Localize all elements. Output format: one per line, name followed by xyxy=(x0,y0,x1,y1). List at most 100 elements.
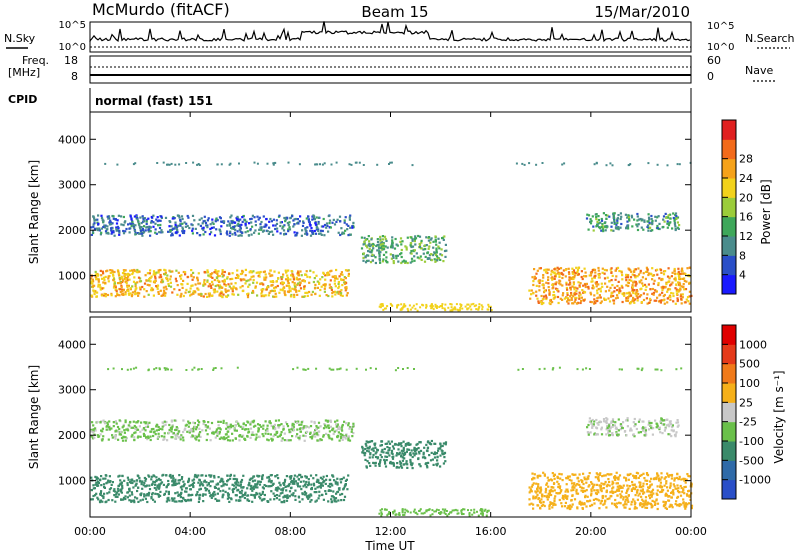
data-cell xyxy=(165,486,168,489)
data-cell xyxy=(673,485,676,488)
data-cell xyxy=(213,476,216,479)
data-cell xyxy=(344,216,347,219)
data-cell xyxy=(220,286,223,289)
data-cell xyxy=(622,484,625,487)
data-cell xyxy=(381,260,384,263)
data-cell xyxy=(397,260,400,263)
data-cell xyxy=(207,217,210,220)
data-cell xyxy=(233,221,236,224)
data-cell xyxy=(606,473,609,476)
data-cell xyxy=(388,447,391,450)
data-cell xyxy=(434,240,437,243)
data-cell xyxy=(416,442,419,446)
data-cell xyxy=(637,267,640,270)
data-cell xyxy=(392,256,395,259)
data-cell xyxy=(640,490,644,493)
data-cell xyxy=(258,483,262,486)
data-cell xyxy=(293,293,296,296)
data-cell xyxy=(133,269,136,272)
data-cell xyxy=(331,429,334,432)
data-cell xyxy=(566,488,569,491)
data-cell xyxy=(643,477,646,480)
data-cell xyxy=(339,220,342,223)
data-cell xyxy=(227,289,230,292)
data-cell xyxy=(665,281,668,284)
data-cell xyxy=(347,424,350,427)
data-cell xyxy=(113,270,116,274)
data-cell xyxy=(186,430,189,433)
data-cell xyxy=(97,283,100,286)
data-cell xyxy=(313,277,316,280)
data-cell xyxy=(312,482,315,485)
data-cell xyxy=(551,287,554,290)
data-cell xyxy=(674,287,677,290)
data-cell xyxy=(182,430,185,434)
data-cell xyxy=(684,507,687,510)
data-cell xyxy=(361,447,364,450)
data-cell xyxy=(635,291,638,294)
data-cell xyxy=(120,481,123,484)
data-cell xyxy=(204,424,207,427)
data-cell xyxy=(618,287,621,290)
data-cell xyxy=(190,284,193,287)
data-cell xyxy=(563,495,566,498)
data-cell xyxy=(223,283,226,286)
data-cell xyxy=(383,460,386,463)
data-cell xyxy=(249,421,252,424)
data-cell xyxy=(676,216,680,219)
data-cell xyxy=(616,296,619,299)
data-cell xyxy=(314,163,317,166)
data-cell xyxy=(528,498,531,501)
data-cell xyxy=(566,507,569,510)
data-cell xyxy=(596,289,599,292)
data-cell xyxy=(185,423,188,426)
data-cell xyxy=(681,296,684,299)
data-cell xyxy=(281,437,284,440)
data-cell xyxy=(408,304,411,307)
data-cell xyxy=(656,296,659,299)
data-cell xyxy=(154,222,157,225)
data-cell xyxy=(144,425,147,428)
data-cell xyxy=(168,499,171,502)
data-cell xyxy=(533,268,536,271)
data-cell xyxy=(558,282,561,285)
data-cell xyxy=(90,476,93,479)
data-cell xyxy=(402,450,405,453)
data-cell xyxy=(658,277,661,280)
data-cell xyxy=(418,257,421,260)
freq-unit-label: [MHz] xyxy=(8,66,40,79)
data-cell xyxy=(543,474,546,477)
data-cell xyxy=(401,260,404,263)
data-cell xyxy=(303,490,306,493)
data-cell xyxy=(305,232,308,235)
data-cell xyxy=(152,225,155,228)
data-cell xyxy=(450,306,453,309)
data-cell xyxy=(130,222,133,225)
data-cell xyxy=(306,291,309,294)
data-cell xyxy=(256,294,259,297)
data-cell xyxy=(219,480,222,483)
data-cell xyxy=(334,290,337,293)
data-cell xyxy=(131,272,134,276)
data-cell xyxy=(167,284,170,287)
data-cell xyxy=(197,435,200,438)
data-cell xyxy=(95,478,98,481)
data-cell xyxy=(633,476,636,479)
data-cell xyxy=(598,473,601,476)
data-cell xyxy=(122,288,125,291)
data-cell xyxy=(370,448,373,451)
data-cell xyxy=(291,281,294,284)
data-cell xyxy=(112,277,115,280)
data-cell xyxy=(208,491,211,494)
data-cell xyxy=(531,478,534,481)
data-cell xyxy=(130,499,133,502)
data-cell xyxy=(252,475,256,478)
data-cell xyxy=(562,292,565,295)
data-cell xyxy=(117,282,120,285)
data-cell xyxy=(330,288,333,292)
data-cell xyxy=(156,216,159,219)
data-cell xyxy=(213,485,216,488)
data-cell xyxy=(605,226,608,229)
data-cell xyxy=(648,502,651,505)
data-cell xyxy=(628,293,631,296)
